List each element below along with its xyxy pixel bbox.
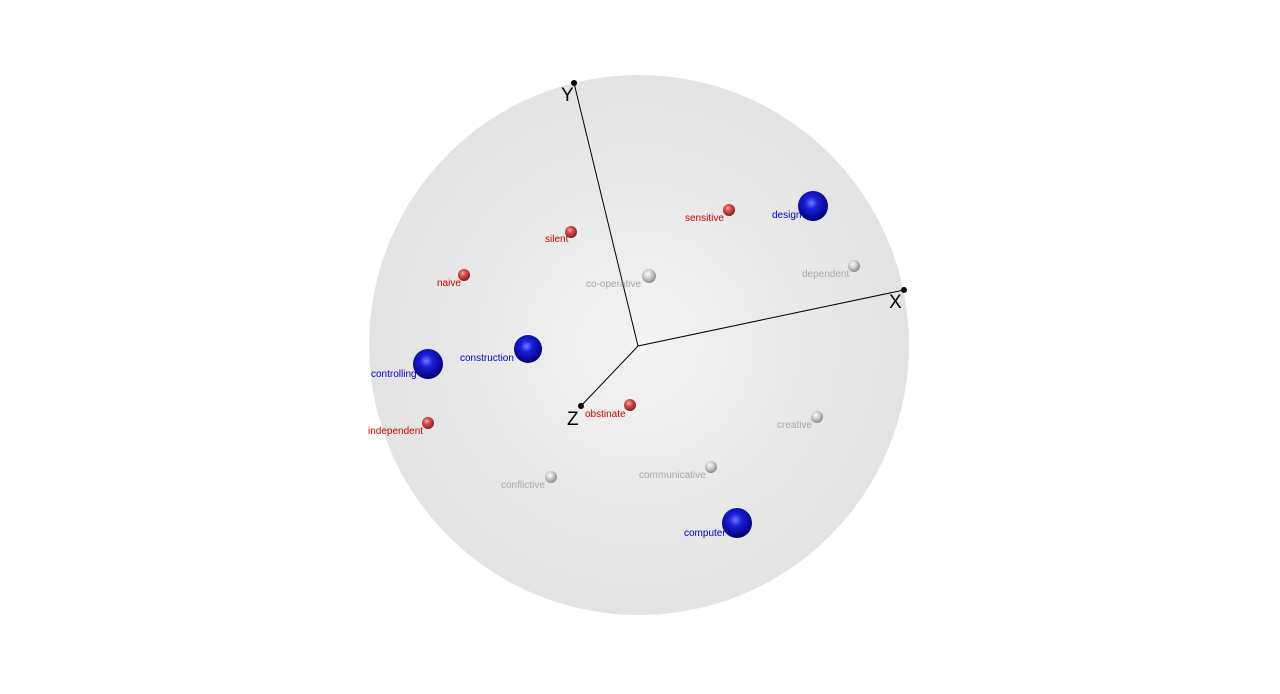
point-marker-naive[interactable] <box>458 269 470 281</box>
point-label-dependent: dependent <box>802 269 849 280</box>
point-marker-co-operative[interactable] <box>642 269 656 283</box>
point-label-creative: creative <box>777 420 812 431</box>
y-axis-endpoint <box>571 80 577 86</box>
point-label-obstinate: obstinate <box>585 409 626 420</box>
point-marker-creative[interactable] <box>811 411 823 423</box>
point-marker-silent[interactable] <box>565 226 577 238</box>
point-label-construction: construction <box>460 353 514 364</box>
point-label-communicative: communicative <box>639 470 706 481</box>
point-label-controlling: controlling <box>371 369 417 380</box>
point-marker-controlling[interactable] <box>413 349 443 379</box>
point-marker-construction[interactable] <box>514 335 542 363</box>
y-axis-label: Y <box>561 85 574 106</box>
background-sphere <box>369 75 909 615</box>
point-marker-independent[interactable] <box>422 417 434 429</box>
point-marker-obstinate[interactable] <box>624 399 636 411</box>
points-layer: design construction controlling computer sen… <box>368 191 860 539</box>
point-label-co-operative: co-operative <box>586 279 641 290</box>
point-marker-dependent[interactable] <box>848 260 860 272</box>
z-axis-label: Z <box>567 409 579 430</box>
point-label-sensitive: sensitive <box>685 213 724 224</box>
point-marker-design[interactable] <box>798 191 828 221</box>
x-axis-line <box>637 289 905 347</box>
point-label-conflictive: conflictive <box>501 480 545 491</box>
point-marker-sensitive[interactable] <box>723 204 735 216</box>
x-axis-label: X <box>889 292 902 313</box>
z-axis-endpoint <box>578 403 584 409</box>
point-label-design: design <box>772 210 801 221</box>
point-label-computer: computer <box>684 528 726 539</box>
y-axis-line <box>573 82 639 347</box>
point-marker-communicative[interactable] <box>705 461 717 473</box>
point-marker-conflictive[interactable] <box>545 471 557 483</box>
point-label-naive: naive <box>437 278 461 289</box>
point-label-silent: silent <box>545 234 569 245</box>
point-label-independent: independent <box>368 426 423 437</box>
z-axis-line <box>580 345 639 407</box>
x-axis-endpoint <box>901 287 907 293</box>
point-marker-computer[interactable] <box>722 508 752 538</box>
axes <box>573 82 905 407</box>
